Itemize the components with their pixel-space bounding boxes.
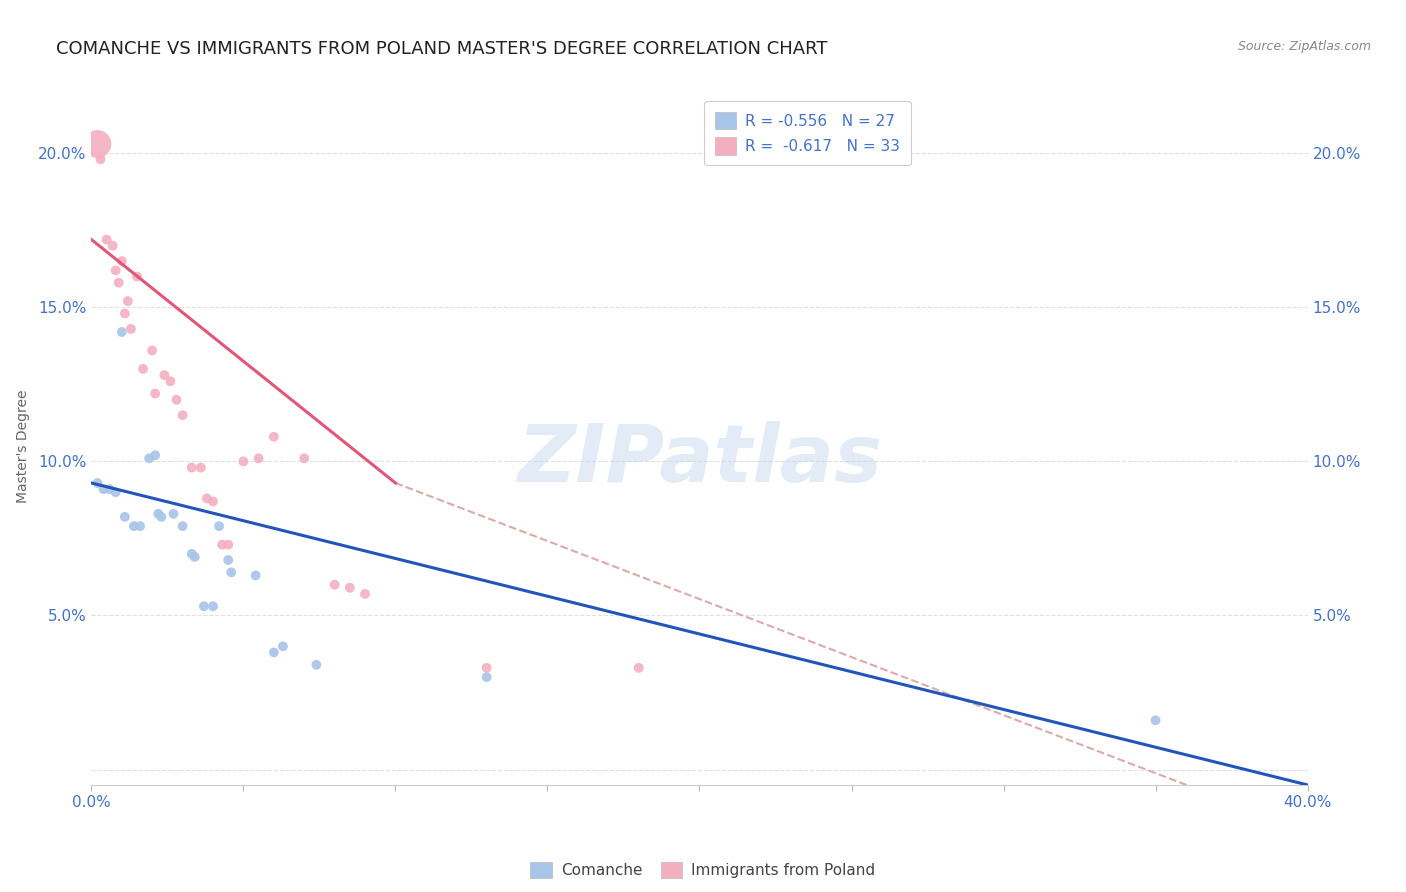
Point <box>354 587 377 601</box>
Point <box>208 519 231 533</box>
Point <box>153 368 176 383</box>
Point <box>180 460 202 475</box>
Point <box>162 507 184 521</box>
Point <box>141 343 163 358</box>
Point <box>148 507 170 521</box>
Point <box>120 322 142 336</box>
Point <box>122 519 145 533</box>
Point <box>114 306 136 320</box>
Point <box>101 238 124 252</box>
Point <box>232 454 254 468</box>
Point <box>159 374 181 388</box>
Point <box>202 494 225 508</box>
Point <box>143 386 166 401</box>
Point <box>305 657 328 672</box>
Point <box>98 482 121 496</box>
Point <box>96 233 118 247</box>
Point <box>86 136 108 151</box>
Text: Source: ZipAtlas.com: Source: ZipAtlas.com <box>1237 40 1371 54</box>
Point <box>211 538 233 552</box>
Point <box>180 547 202 561</box>
Point <box>89 153 111 167</box>
Point <box>93 482 115 496</box>
Point <box>86 475 108 490</box>
Point <box>143 448 166 462</box>
Point <box>114 509 136 524</box>
Y-axis label: Master's Degree: Master's Degree <box>15 389 30 503</box>
Point <box>129 519 152 533</box>
Point <box>219 566 242 580</box>
Point <box>138 451 160 466</box>
Point <box>184 549 207 564</box>
Point <box>1144 713 1167 727</box>
Legend: Comanche, Immigrants from Poland: Comanche, Immigrants from Poland <box>524 856 882 884</box>
Point <box>475 670 498 684</box>
Point <box>150 509 173 524</box>
Point <box>263 645 285 659</box>
Point <box>166 392 188 407</box>
Point <box>195 491 218 506</box>
Point <box>172 408 194 422</box>
Point <box>339 581 361 595</box>
Point <box>475 661 498 675</box>
Point <box>217 538 239 552</box>
Text: COMANCHE VS IMMIGRANTS FROM POLAND MASTER'S DEGREE CORRELATION CHART: COMANCHE VS IMMIGRANTS FROM POLAND MASTE… <box>56 40 828 58</box>
Point <box>104 263 127 277</box>
Point <box>627 661 650 675</box>
Point <box>117 294 139 309</box>
Point <box>217 553 239 567</box>
Point <box>107 276 129 290</box>
Point <box>247 451 270 466</box>
Point <box>172 519 194 533</box>
Point <box>111 254 134 268</box>
Point <box>263 430 285 444</box>
Point <box>132 362 155 376</box>
Point <box>125 269 148 284</box>
Point <box>190 460 212 475</box>
Point <box>202 599 225 614</box>
Point <box>271 640 294 654</box>
Point <box>104 485 127 500</box>
Point <box>292 451 315 466</box>
Text: ZIPatlas: ZIPatlas <box>517 420 882 499</box>
Point <box>111 325 134 339</box>
Legend: R = -0.556   N = 27, R =  -0.617   N = 33: R = -0.556 N = 27, R = -0.617 N = 33 <box>704 101 911 165</box>
Point <box>323 577 346 591</box>
Point <box>193 599 215 614</box>
Point <box>245 568 267 582</box>
